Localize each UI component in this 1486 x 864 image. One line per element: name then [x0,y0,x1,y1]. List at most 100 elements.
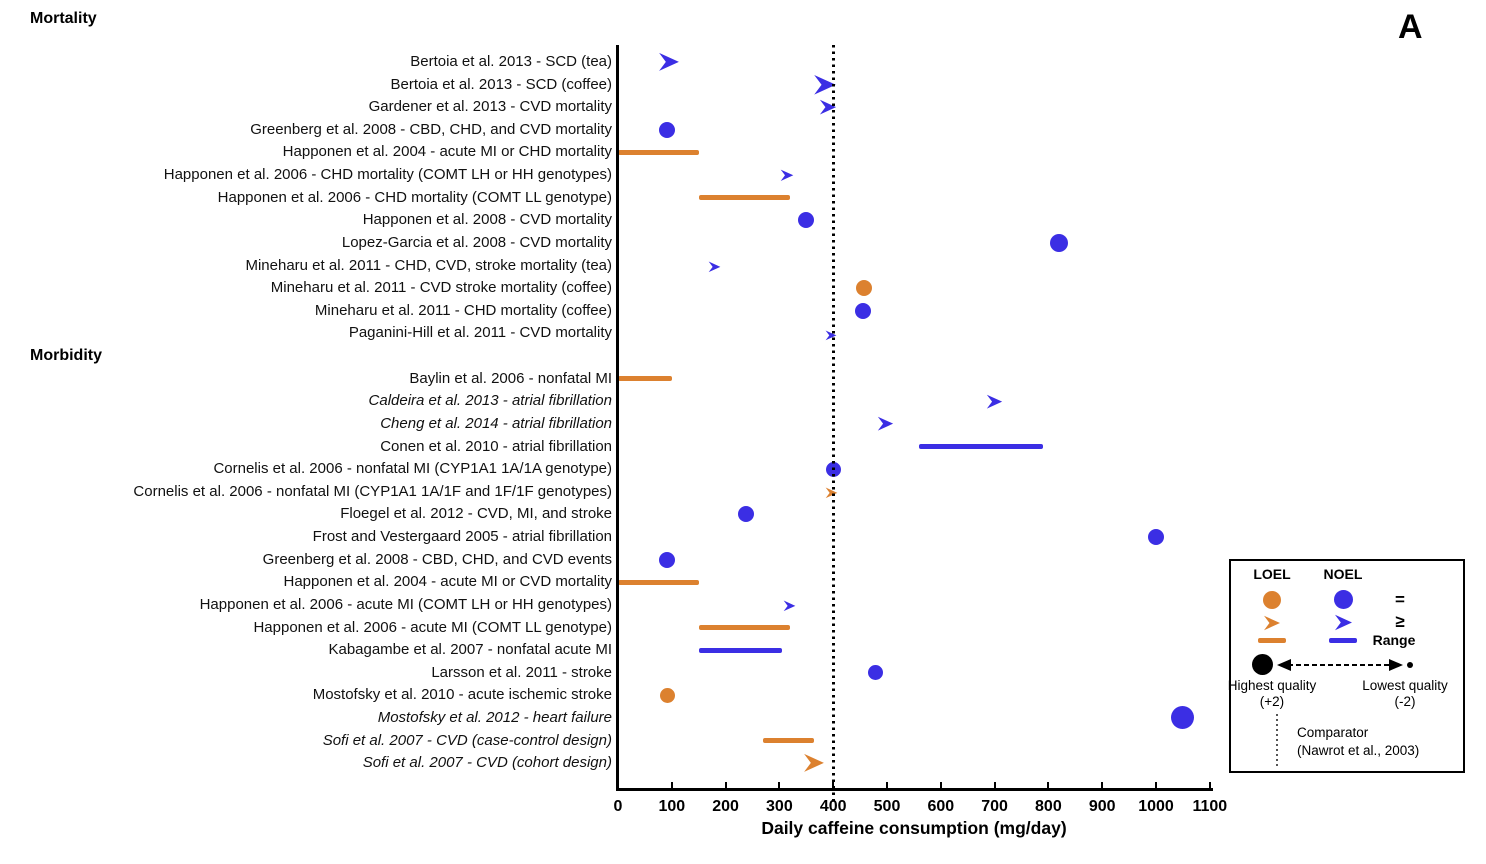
legend-loel-point-icon [1263,591,1281,609]
row-label: Sofi et al. 2007 - CVD (case-control des… [322,731,612,749]
section-header-mortality: Mortality [30,10,97,27]
x-tick [778,782,781,790]
x-tick-label: 1100 [1192,798,1228,815]
x-tick-label: 600 [927,798,955,815]
marker-loel-range [618,579,699,585]
marker-noel-range [698,647,783,653]
marker-loel-range [698,625,791,630]
x-tick [670,782,673,790]
marker-noel-gte [783,599,796,617]
row-label: Cheng et al. 2014 - atrial fibrillation [380,414,612,432]
legend-geq-symbol: ≥ [1395,612,1405,631]
row-label: Lopez-Garcia et al. 2008 - CVD mortality [341,233,612,251]
marker-noel-point [659,551,676,568]
x-tick [724,782,727,790]
legend-equals-symbol: = [1395,590,1405,609]
x-tick-label: 900 [1088,798,1116,815]
legend-lowest-quality-label: Lowest quality [1362,678,1448,693]
row-label: Mostofsky et al. 2010 - acute ischemic s… [312,686,612,704]
row-label: Cornelis et al. 2006 - nonfatal MI (CYP1… [133,482,612,500]
row-label: Happonen et al. 2006 - acute MI (COMT LH… [199,595,612,613]
row-label: Bertoia et al. 2013 - SCD (coffee) [390,75,613,93]
x-tick-label: 500 [873,798,901,815]
marker-noel-point [854,302,871,319]
marker-noel-point [1171,706,1195,730]
legend-comparator-source: (Nawrot et al., 2003) [1297,743,1420,758]
row-label: Gardener et al. 2013 - CVD mortality [368,98,612,116]
row-label: Happonen et al. 2006 - acute MI (COMT LL… [253,618,612,636]
row-label: Happonen et al. 2008 - CVD mortality [362,211,612,229]
legend-lowest-score: (-2) [1394,694,1416,709]
marker-noel-gte [877,416,894,436]
legend-noel-header: NOEL [1323,566,1363,582]
marker-loel-range [618,149,699,155]
row-label: Baylin et al. 2006 - nonfatal MI [409,369,612,387]
legend-highest-quality-dot-icon [1252,654,1273,675]
row-label: Greenberg et al. 2008 - CBD, CHD, and CV… [262,550,612,568]
x-tick [993,782,996,790]
row-label: Happonen et al. 2006 - CHD mortality (CO… [163,166,612,184]
x-tick-label: 200 [712,798,739,815]
marker-loel-range [763,738,815,744]
x-tick-label: 1000 [1138,798,1174,815]
legend-highest-quality-label: Highest quality [1227,678,1317,693]
row-label: Happonen et al. 2004 - acute MI or CHD m… [282,143,612,161]
x-tick [1047,782,1050,790]
x-tick-label: 300 [766,798,793,815]
y-axis-line [616,45,619,790]
legend-loel-header: LOEL [1253,566,1291,582]
marker-noel-point [798,212,815,229]
section-header-morbidity: Morbidity [30,347,102,365]
marker-noel-point [867,665,883,681]
x-tick [1208,782,1211,790]
marker-noel-point [738,506,755,523]
legend-comparator-line-icon [1276,714,1278,766]
legend-noel-range-icon [1329,638,1357,643]
x-tick [1155,782,1157,790]
legend-box [1229,559,1465,773]
legend-range-label: Range [1372,632,1416,648]
x-tick-label: 800 [1035,798,1062,815]
row-label: Sofi et al. 2007 - CVD (cohort design) [362,754,612,772]
row-label: Cornelis et al. 2006 - nonfatal MI (CYP1… [213,460,612,478]
legend-lowest-quality-dot-icon [1407,662,1413,668]
row-label: Paganini-Hill et al. 2011 - CVD mortalit… [348,324,612,342]
marker-noel-gte [819,99,837,120]
marker-noel-gte [658,52,680,77]
row-label: Mineharu et al. 2011 - CHD, CVD, stroke … [245,256,612,274]
row-label: Conen et al. 2010 - atrial fibrillation [380,437,612,455]
row-label: Kabagambe et al. 2007 - nonfatal acute M… [328,641,612,659]
marker-noel-point [659,121,676,138]
marker-loel-gte [803,753,825,778]
comparator-dotted-line [832,45,835,803]
row-label: Greenberg et al. 2008 - CBD, CHD, and CV… [250,120,612,138]
row-label: Floegel et al. 2012 - CVD, MI, and strok… [340,505,612,523]
panel-letter: A [1398,8,1423,46]
row-label: Mineharu et al. 2011 - CHD mortality (co… [314,301,612,319]
x-axis-title: Daily caffeine consumption (mg/day) [761,818,1067,838]
row-label: Caldeira et al. 2013 - atrial fibrillati… [368,392,612,410]
x-tick-label: 100 [658,798,686,815]
legend-loel-gte-icon [1264,615,1280,631]
marker-loel-point [856,280,873,297]
row-label: Mineharu et al. 2011 - CVD stroke mortal… [270,279,612,297]
x-tick [939,782,942,790]
legend-comparator-label: Comparator [1297,725,1369,740]
marker-noel-point [1050,233,1069,252]
legend-quality-arrow-icon [1277,659,1403,671]
x-tick [886,782,888,790]
marker-loel-range [618,376,672,382]
x-tick [1101,782,1104,790]
x-tick-label: 0 [613,798,623,815]
marker-noel-gte [825,328,837,346]
row-label: Happonen et al. 2006 - CHD mortality (CO… [217,188,612,206]
marker-loel-point [659,687,675,703]
marker-noel-range [919,444,1043,450]
marker-noel-gte [780,169,794,187]
marker-noel-point [1148,529,1164,546]
row-label: Happonen et al. 2004 - acute MI or CVD m… [283,573,613,591]
marker-noel-gte [986,394,1003,414]
row-label: Frost and Vestergaard 2005 - atrial fibr… [312,528,612,546]
legend-loel-range-icon [1258,638,1286,643]
